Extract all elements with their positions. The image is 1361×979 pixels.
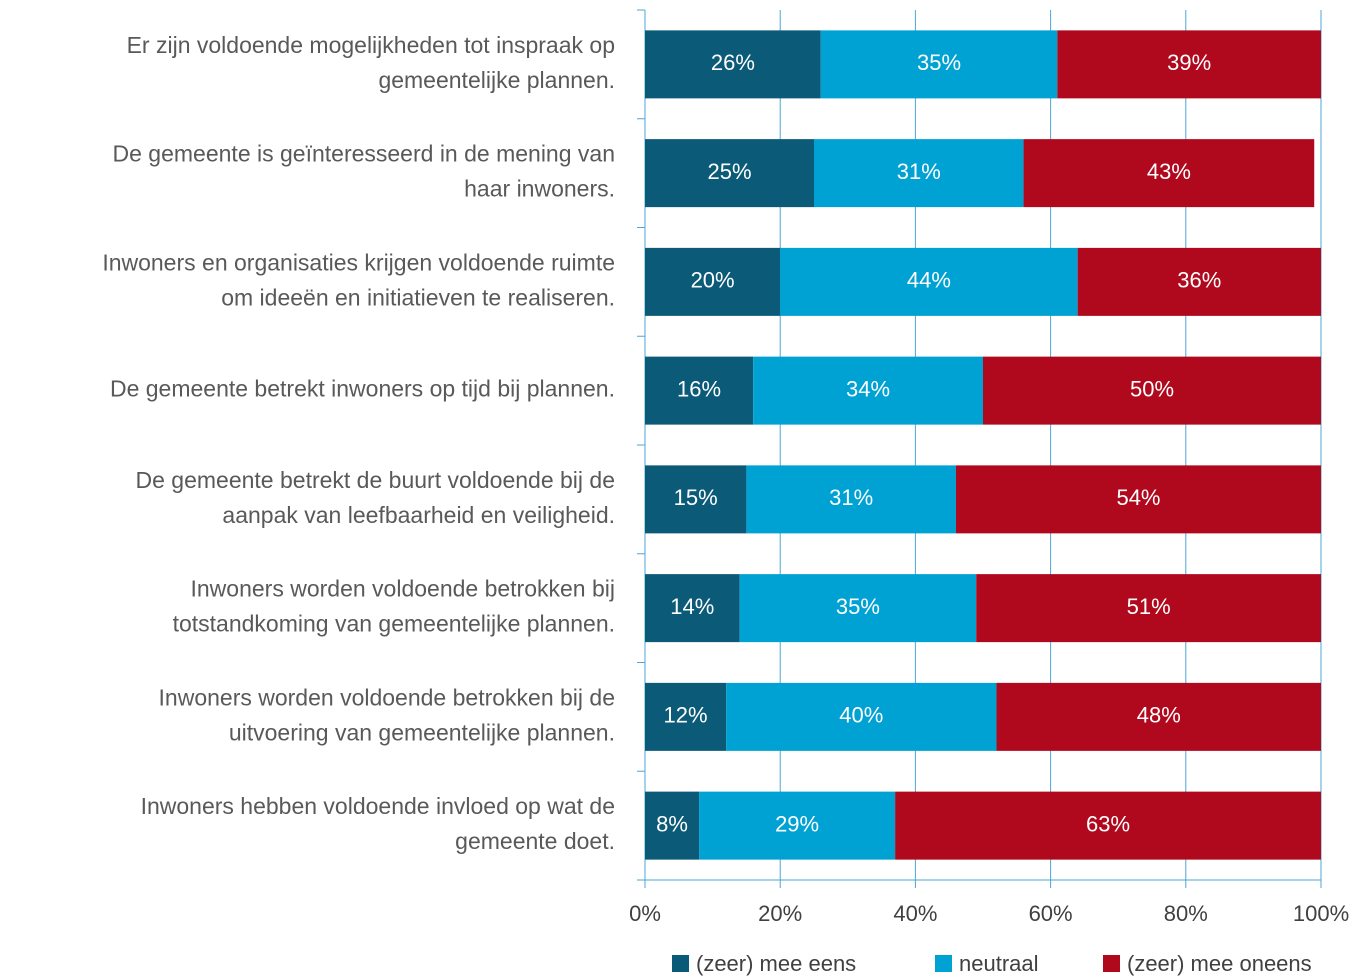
bar-segment <box>1023 139 1315 208</box>
category-label: Inwoners worden voldoende betrokken bij … <box>159 684 615 710</box>
data-label: 31% <box>897 159 941 184</box>
data-label: 12% <box>664 703 708 728</box>
data-label: 34% <box>846 376 890 401</box>
x-tick-label: 0% <box>629 901 661 926</box>
bar-segment <box>1077 247 1321 316</box>
data-label: 36% <box>1177 268 1221 293</box>
x-tick-label: 40% <box>893 901 937 926</box>
data-label: 15% <box>674 485 718 510</box>
data-label: 26% <box>711 50 755 75</box>
category-label: gemeente doet. <box>455 828 615 854</box>
bar-segment <box>645 465 747 534</box>
category-label: De gemeente betrekt de buurt voldoende b… <box>136 467 616 493</box>
data-label: 48% <box>1137 703 1181 728</box>
data-label: 44% <box>907 268 951 293</box>
bar-segment <box>1057 30 1321 99</box>
data-label: 35% <box>836 594 880 619</box>
category-label: Inwoners hebben voldoende invloed op wat… <box>141 793 615 819</box>
category-label: Inwoners worden voldoende betrokken bij <box>191 576 616 602</box>
bar-segment <box>996 682 1321 751</box>
data-label: 31% <box>829 485 873 510</box>
bar-segment <box>726 682 997 751</box>
x-tick-label: 20% <box>758 901 802 926</box>
bar-segment <box>820 30 1058 99</box>
category-label: gemeentelijke plannen. <box>378 67 615 93</box>
bar-segment <box>699 791 896 860</box>
bar-segment <box>780 247 1078 316</box>
bar-segment <box>753 356 983 425</box>
category-label: De gemeente betrekt inwoners op tijd bij… <box>110 376 615 402</box>
data-label: 51% <box>1127 594 1171 619</box>
legend-label: (zeer) mee eens <box>696 951 856 976</box>
data-label: 43% <box>1147 159 1191 184</box>
category-label: uitvoering van gemeentelijke plannen. <box>229 719 615 745</box>
bar-segment <box>739 574 977 643</box>
legend-swatch <box>935 955 952 972</box>
data-label: 35% <box>917 50 961 75</box>
category-label: totstandkoming van gemeentelijke plannen… <box>173 611 615 637</box>
category-label: haar inwoners. <box>464 176 615 202</box>
x-tick-label: 80% <box>1164 901 1208 926</box>
category-label: Er zijn voldoende mogelijkheden tot insp… <box>127 32 615 58</box>
bar-segment <box>645 356 754 425</box>
data-label: 16% <box>677 376 721 401</box>
data-label: 39% <box>1167 50 1211 75</box>
category-label: De gemeente is geïnteresseerd in de meni… <box>113 141 615 167</box>
data-label: 25% <box>707 159 751 184</box>
bar-segment <box>645 247 781 316</box>
legend-label: (zeer) mee oneens <box>1127 951 1312 976</box>
data-label: 20% <box>691 268 735 293</box>
bar-segment <box>746 465 956 534</box>
category-label: Inwoners en organisaties krijgen voldoen… <box>102 249 615 275</box>
data-label: 8% <box>656 811 688 836</box>
bar-segment <box>955 465 1321 534</box>
bar-segment <box>645 682 727 751</box>
bar-segment <box>645 574 740 643</box>
x-tick-label: 60% <box>1029 901 1073 926</box>
bar-segment <box>814 139 1024 208</box>
bar-segment <box>983 356 1321 425</box>
category-label: aanpak van leefbaarheid en veiligheid. <box>222 502 615 528</box>
x-tick-label: 100% <box>1293 901 1349 926</box>
data-label: 29% <box>775 811 819 836</box>
bar-segment <box>645 30 821 99</box>
legend-label: neutraal <box>959 951 1039 976</box>
data-label: 14% <box>670 594 714 619</box>
data-label: 40% <box>839 703 883 728</box>
bar-segment <box>895 791 1321 860</box>
data-label: 50% <box>1130 376 1174 401</box>
bar-segment <box>645 139 814 208</box>
data-label: 54% <box>1116 485 1160 510</box>
data-label: 63% <box>1086 811 1130 836</box>
bar-segment <box>976 574 1321 643</box>
legend-swatch <box>1103 955 1120 972</box>
legend-swatch <box>672 955 689 972</box>
category-label: om ideeën en initiatieven te realiseren. <box>221 284 615 310</box>
bar-segment <box>645 791 700 860</box>
